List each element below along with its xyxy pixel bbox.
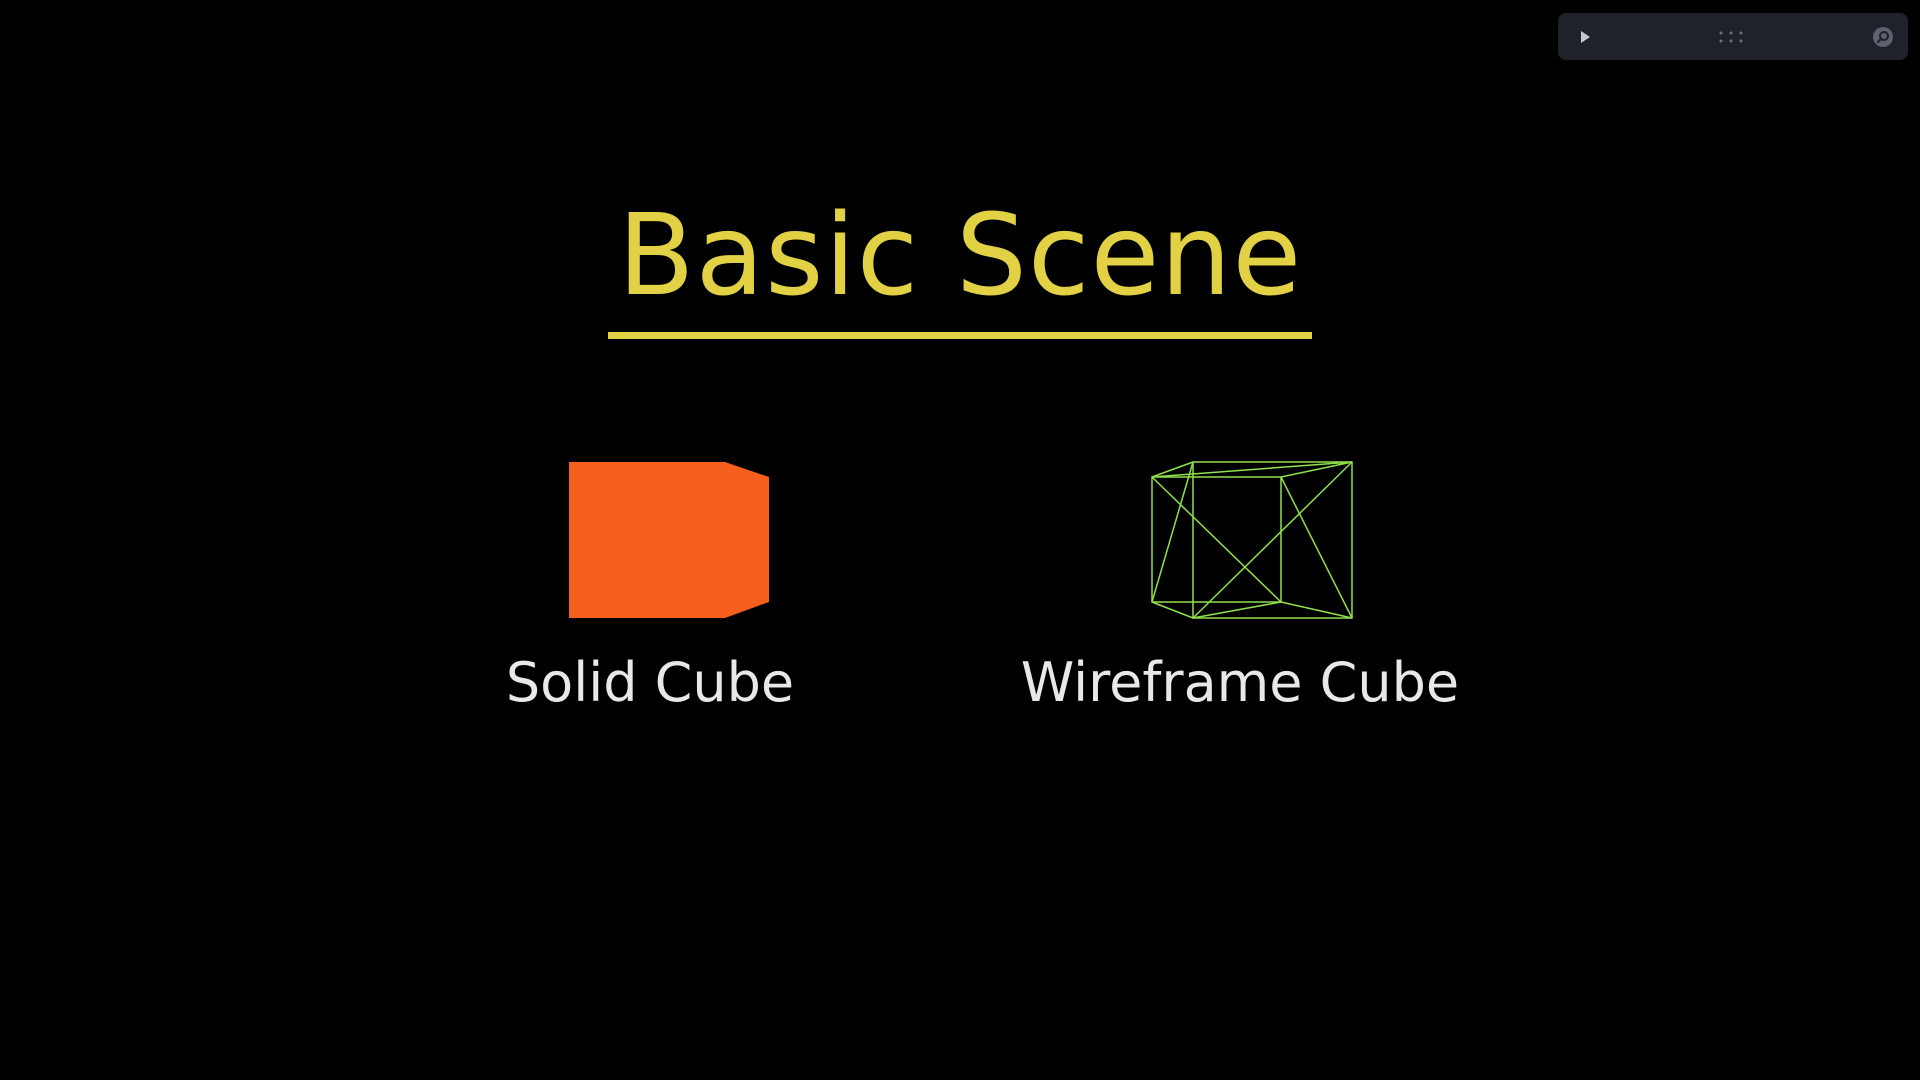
wireframe-cube <box>1151 461 1353 619</box>
wire-diagonal <box>1151 461 1194 603</box>
solid-cube-label: Solid Cube <box>505 651 795 714</box>
solid-cube <box>569 462 769 618</box>
play-icon[interactable] <box>1575 27 1595 47</box>
wire-diagonal <box>1280 476 1353 619</box>
wire-diagonal <box>1192 461 1353 619</box>
scene-title: Basic Scene <box>617 191 1303 321</box>
wire-diagonal <box>1151 476 1282 603</box>
playback-toolbar <box>1558 13 1908 60</box>
wireframe-cube-label: Wireframe Cube <box>1020 651 1460 714</box>
drag-handle-icon[interactable] <box>1716 29 1746 45</box>
title-underline <box>608 332 1312 339</box>
wire-edge <box>1280 461 1353 478</box>
wire-edge <box>1151 601 1194 619</box>
solid-cube-shape <box>569 462 769 618</box>
wire-edge <box>1151 461 1194 478</box>
search-zoom-icon[interactable] <box>1871 25 1895 49</box>
wire-edge <box>1280 601 1353 619</box>
wire-diagonal <box>1192 601 1282 619</box>
wire-diagonal <box>1151 461 1353 478</box>
